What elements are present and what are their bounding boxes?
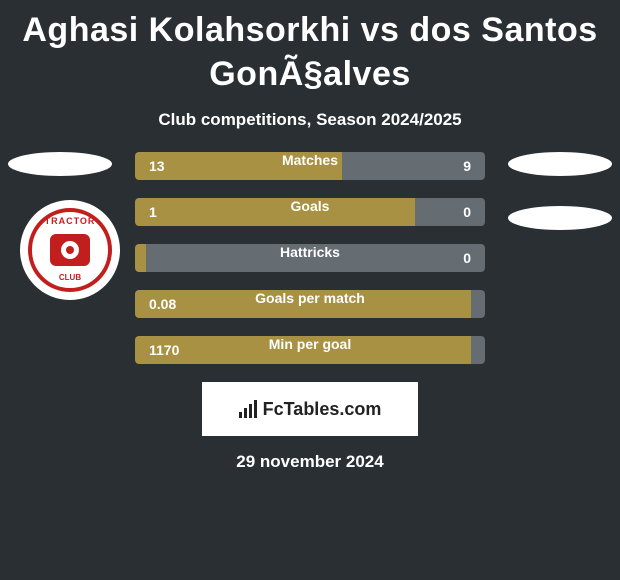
badge-top-text: TRACTOR — [45, 216, 96, 226]
bar-right: 9 — [342, 152, 486, 180]
stat-row: 0.08 Goals per match — [0, 290, 620, 318]
value-left: 1170 — [135, 342, 179, 358]
bar-right — [471, 290, 485, 318]
stat-label: Goals per match — [255, 290, 365, 306]
stats-area: TRACTOR CLUB 13 9 Matches 1 0 Goals 0 0 Hattrick… — [0, 152, 620, 364]
stat-bar: 13 9 Matches — [135, 152, 485, 180]
stat-label: Hattricks — [280, 244, 340, 260]
subtitle: Club competitions, Season 2024/2025 — [0, 110, 620, 130]
team-badge-ring: TRACTOR CLUB — [28, 208, 112, 292]
value-left: 13 — [135, 158, 165, 174]
page-title: Aghasi Kolahsorkhi vs dos Santos GonÃ§al… — [0, 0, 620, 98]
value-right: 9 — [463, 158, 485, 174]
bar-left: 1 — [135, 198, 415, 226]
footer-text: FcTables.com — [263, 399, 382, 420]
team-badge-left: TRACTOR CLUB — [20, 200, 120, 300]
stat-label: Goals — [291, 198, 330, 214]
tractor-wheel-icon — [61, 241, 79, 259]
value-right: 0 — [463, 250, 485, 266]
bar-left: 0 — [135, 244, 146, 272]
bar-chart-icon — [239, 400, 257, 418]
value-left: 1 — [135, 204, 157, 220]
value-right: 0 — [463, 204, 485, 220]
bar-right: 0 — [415, 198, 485, 226]
value-left: 0.08 — [135, 296, 176, 312]
footer-logo-box: FcTables.com — [202, 382, 418, 436]
stat-bar: 1170 Min per goal — [135, 336, 485, 364]
tractor-icon — [50, 234, 90, 266]
stat-label: Matches — [282, 152, 338, 168]
stat-row: 1170 Min per goal — [0, 336, 620, 364]
stat-bar: 0 0 Hattricks — [135, 244, 485, 272]
badge-bottom-text: CLUB — [59, 273, 81, 282]
stat-bar: 1 0 Goals — [135, 198, 485, 226]
bar-right — [471, 336, 485, 364]
date-label: 29 november 2024 — [0, 452, 620, 472]
stat-label: Min per goal — [269, 336, 351, 352]
stat-bar: 0.08 Goals per match — [135, 290, 485, 318]
